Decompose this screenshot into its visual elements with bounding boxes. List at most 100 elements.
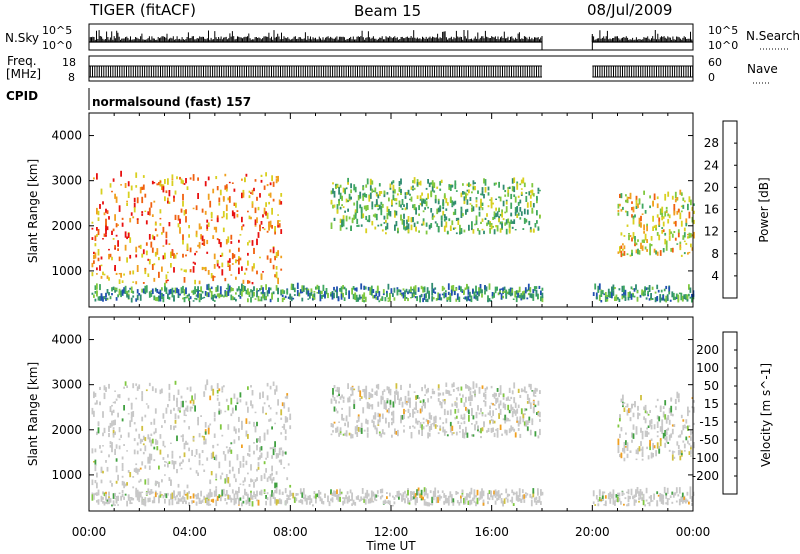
echo-cell	[189, 386, 192, 392]
echo-cell	[478, 211, 481, 217]
echo-cell	[517, 422, 520, 426]
echo-cell	[634, 214, 636, 218]
echo-cell	[618, 497, 621, 501]
echo-cell	[386, 192, 389, 195]
echo-cell	[209, 481, 212, 484]
echo-cell	[437, 432, 440, 435]
echo-cell	[520, 388, 523, 393]
echo-cell	[348, 290, 350, 295]
echo-cell	[418, 397, 420, 400]
echo-cell	[121, 490, 124, 494]
echo-cell	[96, 267, 98, 271]
echo-cell	[265, 172, 267, 177]
echo-cell	[336, 183, 339, 186]
echo-cell	[207, 193, 210, 200]
echo-cell	[215, 499, 218, 507]
echo-cell	[331, 492, 334, 497]
echo-cell	[145, 285, 148, 292]
echo-cell	[516, 420, 519, 423]
echo-cell	[247, 434, 249, 439]
echo-cell	[492, 410, 494, 416]
echo-cell	[280, 499, 283, 503]
echo-cell	[640, 427, 642, 433]
echo-cell	[263, 432, 266, 438]
echo-cell	[684, 501, 687, 504]
echo-cell	[365, 184, 368, 188]
echo-cell	[159, 434, 162, 439]
echo-cell	[364, 286, 367, 290]
echo-cell	[138, 384, 141, 390]
echo-cell	[138, 245, 141, 248]
echo-cell	[180, 497, 183, 500]
echo-cell	[650, 498, 652, 503]
echo-cell	[268, 229, 270, 231]
echo-cell	[688, 211, 691, 219]
echo-cell	[400, 188, 402, 193]
echo-cell	[127, 191, 130, 198]
echo-cell	[289, 417, 292, 420]
echo-cell	[397, 231, 399, 233]
echo-cell	[94, 480, 97, 484]
echo-cell	[129, 287, 132, 290]
echo-cell	[192, 207, 195, 210]
echo-cell	[260, 221, 263, 225]
echo-cell	[121, 217, 124, 220]
echo-cell	[374, 204, 377, 208]
echo-cell	[498, 181, 500, 188]
echo-cell	[632, 403, 635, 406]
echo-cell	[221, 262, 224, 268]
echo-cell	[112, 401, 115, 404]
echo-cell	[335, 399, 337, 404]
echo-cell	[227, 197, 230, 201]
echo-cell	[440, 220, 443, 227]
echo-cell	[441, 490, 444, 493]
echo-cell	[239, 399, 242, 403]
echo-cell	[502, 218, 505, 221]
echo-cell	[646, 430, 648, 437]
freq-trace	[89, 65, 694, 78]
echo-cell	[677, 494, 680, 497]
echo-cell	[348, 216, 351, 220]
echo-cell	[379, 489, 382, 494]
echo-cell	[333, 385, 336, 389]
echo-cell	[435, 496, 438, 500]
echo-cell	[505, 199, 508, 202]
echo-cell	[417, 287, 420, 292]
echo-cell	[254, 219, 257, 225]
echo-cell	[475, 197, 478, 200]
echo-cell	[674, 191, 677, 198]
echo-cell	[666, 499, 669, 506]
echo-cell	[619, 414, 621, 419]
echo-cell	[230, 397, 233, 405]
echo-cell	[145, 220, 148, 225]
echo-cell	[233, 500, 236, 506]
echo-cell	[173, 290, 175, 293]
echo-cell	[533, 497, 536, 503]
echo-cell	[516, 416, 519, 423]
echo-cell	[161, 184, 163, 190]
echo-cell	[510, 193, 513, 200]
echo-cell	[216, 217, 219, 223]
echo-cell	[678, 487, 681, 494]
echo-cell	[241, 192, 243, 199]
echo-cell	[466, 408, 469, 413]
echo-cell	[501, 212, 503, 218]
echo-cell	[272, 247, 275, 254]
echo-cell	[377, 424, 380, 426]
echo-cell	[437, 384, 440, 391]
echo-cell	[642, 493, 645, 501]
echo-cell	[677, 435, 680, 438]
echo-cell	[207, 427, 210, 435]
echo-cell	[266, 255, 269, 260]
echo-cell	[233, 254, 236, 258]
xtick-label: 00:00	[72, 525, 107, 539]
echo-cell	[183, 420, 186, 423]
echo-cell	[667, 213, 670, 217]
echo-cell	[635, 490, 637, 497]
echo-cell	[236, 288, 239, 292]
echo-cell	[180, 268, 183, 271]
echo-cell	[626, 504, 628, 507]
echo-cell	[274, 274, 276, 278]
echo-cell	[507, 218, 510, 224]
echo-cell	[142, 249, 145, 255]
